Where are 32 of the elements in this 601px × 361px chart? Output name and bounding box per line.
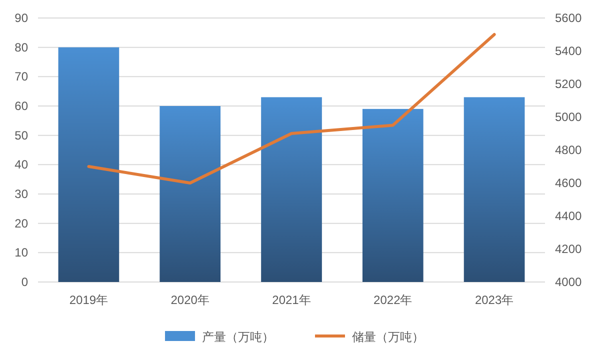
x-tick-label: 2023年 bbox=[474, 293, 514, 307]
y-tick-label: 70 bbox=[14, 70, 28, 84]
y-tick-label: 80 bbox=[14, 40, 28, 54]
bar bbox=[58, 47, 120, 282]
y2-tick-label: 4600 bbox=[555, 176, 582, 190]
y2-tick-label: 4800 bbox=[555, 143, 582, 157]
y-tick-label: 20 bbox=[14, 216, 28, 230]
y2-tick-label: 5400 bbox=[555, 44, 582, 58]
x-tick-label: 2022年 bbox=[374, 293, 412, 307]
y-tick-label: 40 bbox=[14, 158, 28, 172]
y-tick-label: 50 bbox=[14, 128, 28, 142]
x-tick-label: 2020年 bbox=[170, 293, 210, 307]
bar bbox=[464, 97, 525, 282]
legend-label: 产量（万吨） bbox=[202, 330, 274, 344]
x-tick-label: 2019年 bbox=[69, 293, 108, 307]
y-tick-label: 10 bbox=[14, 246, 28, 260]
y2-tick-label: 4200 bbox=[555, 242, 582, 256]
y-tick-label: 30 bbox=[14, 187, 28, 201]
bar bbox=[362, 108, 424, 282]
legend-label: 储量（万吨） bbox=[352, 330, 424, 344]
x-tick-label: 2021年 bbox=[272, 293, 311, 307]
y-tick-label: 0 bbox=[21, 275, 28, 289]
y-tick-label: 60 bbox=[14, 99, 28, 113]
y2-tick-label: 4400 bbox=[555, 209, 582, 223]
y2-tick-label: 5000 bbox=[555, 110, 582, 124]
y2-tick-label: 5200 bbox=[555, 77, 582, 91]
bar bbox=[160, 106, 221, 282]
y-tick-label: 90 bbox=[14, 11, 28, 25]
line-series bbox=[87, 33, 496, 184]
y2-tick-label: 5600 bbox=[555, 11, 582, 25]
y2-tick-label: 4000 bbox=[555, 275, 582, 289]
bar bbox=[261, 97, 322, 282]
